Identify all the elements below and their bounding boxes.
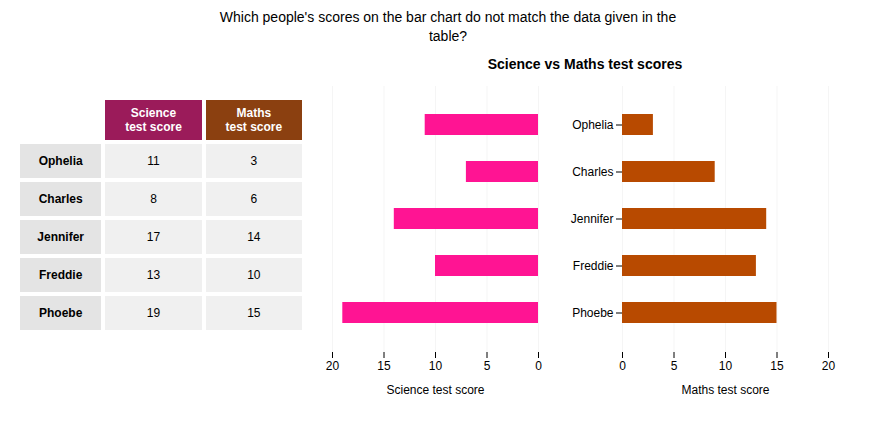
html-text:Jennifer: Jennifer (37, 229, 84, 244)
svg-text:Science test score: Science test score (386, 382, 484, 396)
svg-text:Charles: Charles (572, 165, 613, 179)
svg-text:20: 20 (326, 359, 340, 373)
html-text:13: 13 (146, 267, 161, 282)
svg-text:15: 15 (770, 359, 784, 373)
svg-text:0: 0 (535, 359, 542, 373)
svg-text:Phoebe: Phoebe (572, 306, 614, 320)
html-text:19: 19 (146, 305, 161, 320)
svg-text:5: 5 (484, 359, 491, 373)
svg-text:15: 15 (377, 359, 391, 373)
html-text:Freddie: Freddie (39, 267, 83, 282)
html-text:Ophelia: Ophelia (38, 153, 83, 168)
html-text:6: 6 (250, 191, 258, 206)
svg-text:Freddie: Freddie (573, 259, 614, 273)
html-text:11: 11 (147, 153, 160, 168)
svg-text:5: 5 (671, 359, 678, 373)
svg-text:Jennifer: Jennifer (571, 212, 614, 226)
html-text:15: 15 (247, 305, 261, 320)
svg-text:10: 10 (719, 359, 733, 373)
html-text:17: 17 (146, 229, 161, 244)
html-text:14: 14 (247, 229, 261, 244)
svg-text:0: 0 (619, 359, 626, 373)
html-text:Which people's scores on the b: Which people's scores on the bar chart d… (219, 9, 677, 44)
html-text:Charles: Charles (38, 191, 83, 206)
html-text:Phoebe: Phoebe (39, 305, 83, 320)
svg-text:20: 20 (822, 359, 836, 373)
html-text:Science test score: Science test score (125, 105, 182, 134)
html-text:10: 10 (247, 267, 261, 282)
svg-text:Maths test score: Maths test score (681, 382, 769, 396)
html-text:3: 3 (250, 153, 258, 168)
html-text:Science vs Maths test scores: Science vs Maths test scores (487, 55, 683, 72)
svg-text:10: 10 (429, 359, 443, 373)
html-text:8: 8 (150, 191, 157, 206)
svg-text:Ophelia: Ophelia (572, 118, 614, 132)
html-text:Maths test score: Maths test score (225, 105, 283, 134)
